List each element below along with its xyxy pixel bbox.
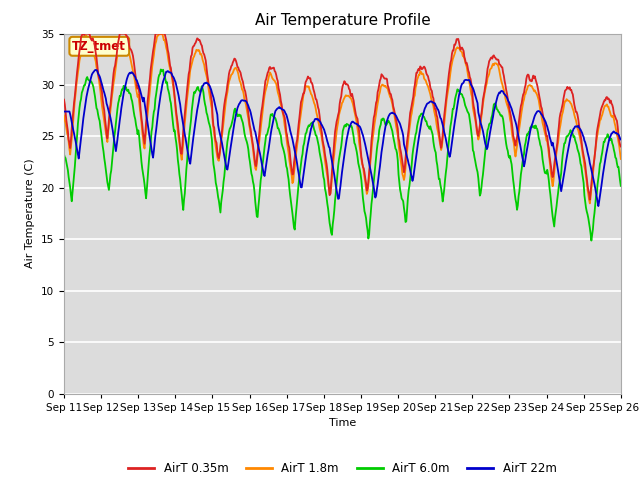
- Y-axis label: Air Temperature (C): Air Temperature (C): [26, 159, 35, 268]
- Legend: AirT 0.35m, AirT 1.8m, AirT 6.0m, AirT 22m: AirT 0.35m, AirT 1.8m, AirT 6.0m, AirT 2…: [124, 457, 561, 480]
- Text: TZ_tmet: TZ_tmet: [72, 40, 126, 53]
- X-axis label: Time: Time: [329, 418, 356, 428]
- Title: Air Temperature Profile: Air Temperature Profile: [255, 13, 430, 28]
